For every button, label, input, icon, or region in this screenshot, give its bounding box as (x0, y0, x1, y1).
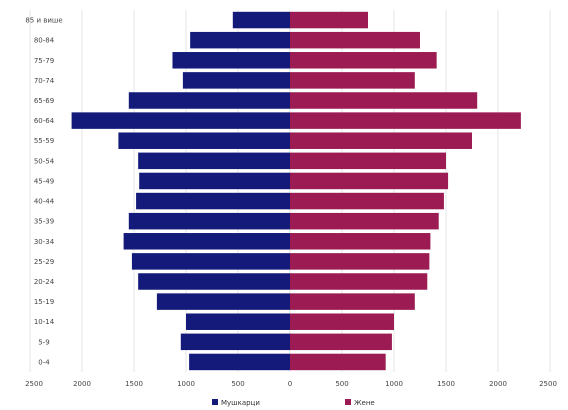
bar-female-45-49 (290, 172, 449, 190)
y-tick-label: 15-19 (34, 298, 54, 306)
legend-label-female: Жене (354, 399, 375, 407)
x-tick-label: 2500 (539, 380, 557, 388)
legend-swatch-female (345, 399, 351, 405)
bar-male-25-29 (131, 253, 290, 270)
bar-male-50-54 (138, 152, 290, 170)
legend-swatch-male (212, 399, 218, 405)
x-tick-label: 500 (231, 380, 244, 388)
bar-female-60-64 (290, 112, 521, 129)
bar-female-15-19 (290, 293, 415, 310)
x-tick-label: 2500 (25, 380, 43, 388)
y-tick-label: 25-29 (34, 258, 54, 266)
bar-male-40-44 (136, 192, 290, 210)
y-tick-label: 60-64 (34, 117, 55, 125)
bar-female-30-34 (290, 233, 431, 250)
x-axis-labels: 2500 2000 1500 1000 500 0 500 1000 1500 2000 2500 (25, 380, 557, 388)
bar-male-0-4 (189, 353, 290, 371)
bar-female-35-39 (290, 212, 439, 230)
y-tick-label: 55-59 (34, 137, 54, 145)
bar-female-70-74 (290, 72, 415, 89)
y-tick-label: 70-74 (34, 77, 55, 85)
bar-female-20-24 (290, 273, 428, 290)
bar-female-50-54 (290, 152, 446, 170)
bar-male-20-24 (138, 273, 290, 290)
x-tick-label: 1500 (437, 380, 455, 388)
bar-male-5-9 (180, 333, 290, 351)
bar-female-65-69 (290, 92, 478, 109)
x-tick-label: 0 (288, 380, 292, 388)
bar-female-80-84 (290, 31, 420, 49)
bar-female-55-59 (290, 132, 472, 149)
bar-female-25-29 (290, 253, 430, 270)
bar-male-85 и више (232, 11, 290, 29)
bar-male-80-84 (190, 31, 290, 49)
y-tick-label: 65-69 (34, 97, 54, 105)
bars (71, 11, 521, 371)
bar-male-70-74 (182, 72, 290, 89)
bar-female-10-14 (290, 313, 394, 330)
y-tick-label: 80-84 (34, 37, 55, 45)
legend-label-male: Мушкарци (221, 399, 260, 407)
y-tick-label: 85 и више (25, 17, 62, 25)
bar-male-30-34 (123, 233, 290, 250)
bar-male-75-79 (172, 52, 290, 69)
y-tick-label: 5-9 (38, 338, 49, 346)
x-tick-label: 500 (335, 380, 348, 388)
legend: Мушкарци Жене (212, 399, 375, 407)
bar-female-75-79 (290, 52, 437, 69)
y-tick-label: 0-4 (38, 358, 50, 366)
x-tick-label: 1500 (125, 380, 143, 388)
y-tick-label: 20-24 (34, 278, 55, 286)
bar-male-65-69 (128, 92, 290, 109)
x-tick-label: 1000 (177, 380, 195, 388)
bar-male-15-19 (156, 293, 290, 310)
y-tick-label: 30-34 (34, 238, 55, 246)
bar-female-0-4 (290, 353, 386, 371)
x-tick-label: 1000 (385, 380, 403, 388)
y-tick-label: 45-49 (34, 177, 54, 185)
bar-female-85 и више (290, 11, 368, 29)
bar-male-35-39 (128, 212, 290, 230)
bar-female-5-9 (290, 333, 392, 351)
y-tick-label: 40-44 (34, 198, 55, 206)
bar-male-10-14 (186, 313, 290, 330)
y-tick-label: 35-39 (34, 218, 54, 226)
grid-lines (29, 10, 551, 372)
y-axis-labels: 0-4 5-9 10-14 15-19 20-24 25-29 30-34 35-39 40-4… (25, 17, 62, 367)
x-tick-label: 2000 (73, 380, 91, 388)
y-tick-label: 75-79 (34, 57, 54, 65)
y-tick-label: 50-54 (34, 157, 55, 165)
bar-male-45-49 (139, 172, 290, 190)
y-tick-label: 10-14 (34, 318, 55, 326)
bar-male-55-59 (118, 132, 291, 149)
bar-male-60-64 (71, 112, 290, 129)
x-tick-label: 2000 (489, 380, 507, 388)
bar-female-40-44 (290, 192, 444, 210)
